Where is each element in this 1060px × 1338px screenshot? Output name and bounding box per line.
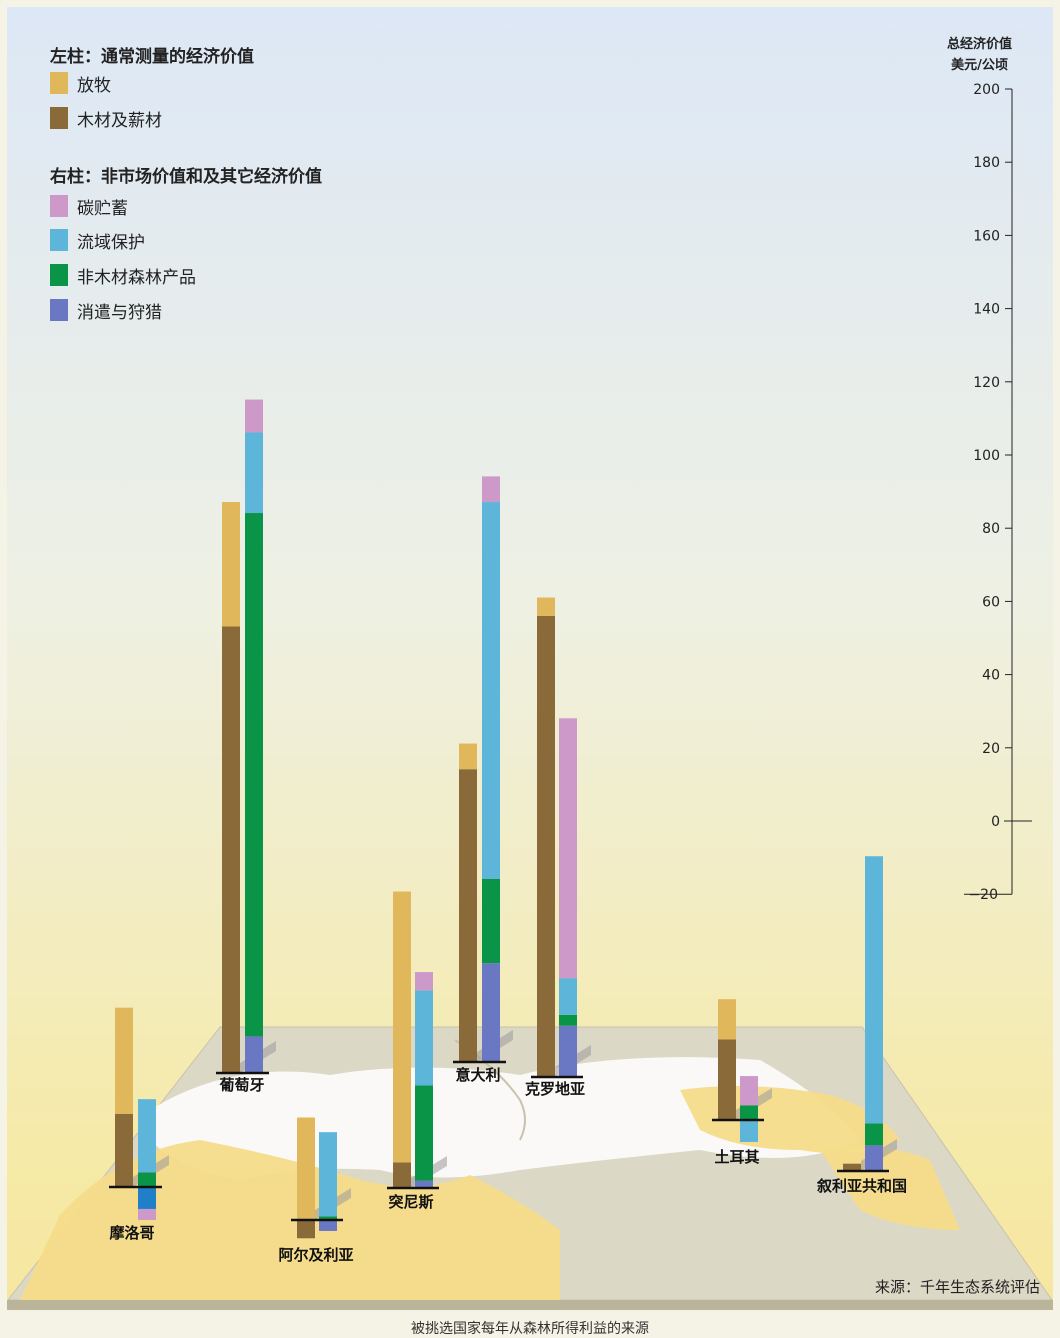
- legend-label-grazing: 放牧: [77, 75, 111, 96]
- right-bar-recreation: [415, 1180, 433, 1188]
- right-bar-ntfp: [740, 1105, 758, 1120]
- y-tick-label: −20: [968, 887, 998, 903]
- figure-caption: 被挑选国家每年从森林所得利益的来源: [411, 1321, 649, 1337]
- right-bar-recreation: [245, 1036, 263, 1073]
- left-bar-grazing: [718, 999, 736, 1040]
- right-bar-carbon: [482, 476, 500, 503]
- left-bar-timber: [537, 615, 555, 1077]
- legend-swatch-carbon: [50, 195, 68, 217]
- left-bar-grazing: [537, 597, 555, 616]
- right-bar-carbon: [138, 1208, 156, 1220]
- country-label: 摩洛哥: [109, 1224, 154, 1242]
- right-bar-watershed: [559, 978, 577, 1015]
- right-bar-watershed: [482, 502, 500, 879]
- y-tick-label: 140: [973, 302, 1000, 318]
- right-bar-ntfp: [482, 879, 500, 964]
- legend-label-carbon: 碳贮蓄: [77, 198, 128, 219]
- y-tick-label: 60: [982, 594, 1000, 610]
- left-bar-grazing: [297, 1117, 315, 1220]
- country-label: 葡萄牙: [218, 1076, 264, 1094]
- legend-label-recreation: 消遣与狩猎: [77, 302, 162, 323]
- legend-left-heading: 左柱：通常测量的经济价值: [50, 47, 254, 67]
- right-bar-watershed: [319, 1132, 337, 1217]
- y-axis-title-line-1: 总经济价值: [946, 37, 1012, 52]
- legend-swatch-recreation: [50, 299, 68, 321]
- legend-swatch-timber: [50, 107, 68, 129]
- left-bar-grazing: [222, 502, 240, 627]
- right-bar-watershed: [245, 432, 263, 514]
- y-tick-label: 100: [973, 448, 1000, 464]
- legend-right-heading: 右柱：非市场价值和及其它经济价值: [50, 167, 322, 187]
- legend-label-ntfp: 非木材森林产品: [77, 267, 196, 288]
- right-bar-ntfp: [415, 1085, 433, 1181]
- legend-item-ntfp: 非木材森林产品: [50, 264, 196, 288]
- left-bar-timber: [718, 1039, 736, 1120]
- right-bar-ntfp: [245, 513, 263, 1037]
- left-bar-timber: [222, 626, 240, 1073]
- left-bar-timber: [393, 1162, 411, 1188]
- left-bar-timber: [843, 1163, 861, 1171]
- legend-swatch-grazing: [50, 72, 68, 94]
- y-axis-title-line-2: 美元/公顷: [951, 58, 1008, 73]
- right-bar-recreation: [559, 1025, 577, 1077]
- right-bar-recreation_neg: [138, 1187, 156, 1209]
- country-label: 叙利亚共和国: [816, 1177, 907, 1195]
- y-tick-label: 80: [982, 521, 1000, 537]
- legend-item-grazing: 放牧: [50, 72, 111, 96]
- country-label: 突尼斯: [388, 1193, 433, 1211]
- y-tick-label: 20: [982, 741, 1000, 757]
- left-bar-timber: [115, 1113, 133, 1187]
- left-bar-grazing: [393, 891, 411, 1163]
- right-bar-carbon: [559, 718, 577, 979]
- y-tick-label: 0: [991, 814, 1000, 830]
- y-axis-title: 总经济价值 美元/公顷: [947, 34, 1012, 76]
- right-bar-recreation: [319, 1220, 337, 1231]
- legend-item-recreation: 消遣与狩猎: [50, 299, 162, 323]
- right-bar-carbon: [415, 972, 433, 991]
- right-bar-ntfp: [865, 1123, 883, 1146]
- right-bar-watershed: [740, 1120, 758, 1142]
- left-bar-grazing: [459, 743, 477, 770]
- y-tick-label: 180: [973, 155, 1000, 171]
- legend-swatch-ntfp: [50, 264, 68, 286]
- left-bar-timber: [297, 1220, 315, 1239]
- country-label: 意大利: [455, 1066, 500, 1084]
- right-bar-carbon: [245, 399, 263, 433]
- y-tick-label: 160: [973, 228, 1000, 244]
- right-bar-carbon: [740, 1076, 758, 1106]
- right-bar-watershed: [865, 856, 883, 1124]
- right-bar-watershed: [138, 1099, 156, 1173]
- y-tick-label: 200: [973, 82, 1000, 98]
- frame-bottom-band: [7, 1300, 1053, 1310]
- y-tick-label: 40: [982, 668, 1000, 684]
- left-bar-grazing: [115, 1007, 133, 1114]
- y-tick-label: 120: [973, 375, 1000, 391]
- country-label: 阿尔及利亚: [278, 1246, 353, 1264]
- right-bar-ntfp: [138, 1172, 156, 1187]
- country-label: 克罗地亚: [525, 1080, 585, 1098]
- right-bar-watershed: [415, 990, 433, 1086]
- source-note: 来源：千年生态系统评估: [874, 1278, 1040, 1296]
- left-bar-timber: [459, 769, 477, 1062]
- legend-item-watershed: 流域保护: [50, 229, 145, 253]
- legend-item-carbon: 碳贮蓄: [50, 195, 128, 219]
- right-bar-ntfp: [559, 1014, 577, 1026]
- country-label: 土耳其: [714, 1148, 759, 1166]
- legend-item-timber: 木材及薪材: [50, 107, 162, 131]
- legend-swatch-watershed: [50, 229, 68, 251]
- right-bar-recreation: [482, 963, 500, 1062]
- legend-label-watershed: 流域保护: [77, 232, 145, 253]
- legend-label-timber: 木材及薪材: [77, 110, 162, 131]
- right-bar-recreation: [865, 1145, 883, 1171]
- right-bar-ntfp: [319, 1216, 337, 1220]
